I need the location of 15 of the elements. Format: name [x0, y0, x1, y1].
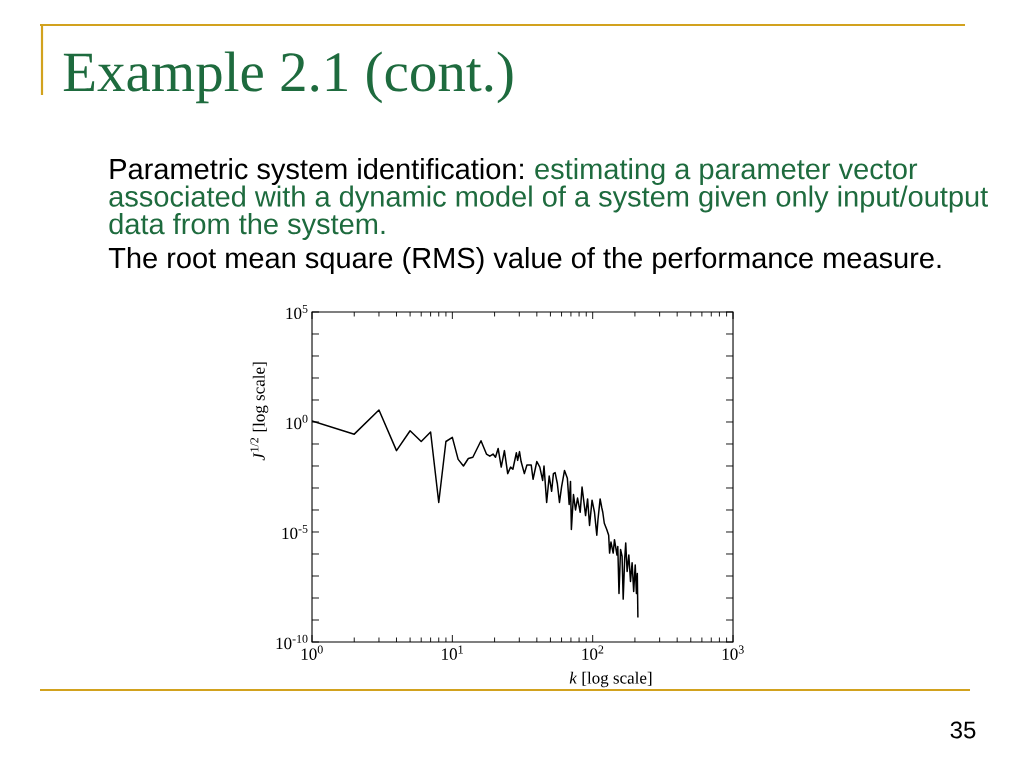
text: estimating a parameter vector	[535, 157, 918, 186]
x-tick-label: 10$^{2}$	[582, 645, 604, 660]
text: The root mean square (RMS) value of the performance measure.	[108, 246, 941, 275]
text: associated with a dynamic model of a system given only input/output data from the system.	[109, 185, 988, 241]
y-axis-title: J$^{1/2}$ [log scale]	[250, 362, 269, 461]
x-tick-label: 10$^{1}$	[442, 645, 463, 660]
x-tick-label: 10$^{3}$	[722, 645, 744, 660]
text: Parametric system identification:	[110, 157, 523, 186]
chart-title: Example 2.1 (cont.)	[63, 51, 513, 104]
y-tick-label: 10$^{-5}$	[282, 524, 308, 540]
text: 35	[950, 721, 976, 739]
x-tick-label: 10$^{0}$	[301, 645, 323, 660]
y-tick-label: 10$^{0}$	[286, 414, 308, 430]
x-axis-title: k [log scale]	[569, 671, 652, 688]
y-tick-label: 10$^{5}$	[286, 304, 308, 320]
